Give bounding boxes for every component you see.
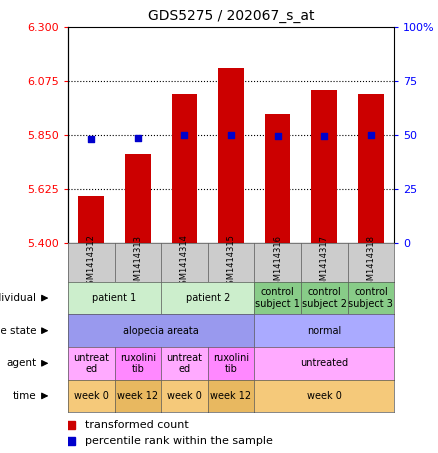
Text: alopecia areata: alopecia areata bbox=[123, 326, 199, 336]
Text: ruxolini
tib: ruxolini tib bbox=[120, 352, 156, 374]
Text: normal: normal bbox=[307, 326, 341, 336]
Text: GSM1414312: GSM1414312 bbox=[87, 235, 95, 290]
Bar bbox=[218, 68, 244, 243]
Text: patient 1: patient 1 bbox=[92, 293, 137, 303]
Point bbox=[367, 131, 374, 139]
Point bbox=[134, 134, 141, 141]
Text: individual: individual bbox=[0, 293, 36, 303]
Point bbox=[274, 133, 281, 140]
Text: week 0: week 0 bbox=[307, 391, 342, 401]
Title: GDS5275 / 202067_s_at: GDS5275 / 202067_s_at bbox=[148, 10, 314, 24]
Text: GSM1414317: GSM1414317 bbox=[320, 235, 329, 290]
Text: untreated: untreated bbox=[300, 358, 348, 368]
Text: time: time bbox=[13, 391, 36, 401]
Text: GSM1414313: GSM1414313 bbox=[133, 235, 142, 290]
Text: untreat
ed: untreat ed bbox=[73, 352, 109, 374]
Text: control
subject 1: control subject 1 bbox=[255, 287, 300, 309]
Bar bbox=[125, 154, 151, 243]
Text: patient 2: patient 2 bbox=[186, 293, 230, 303]
Text: agent: agent bbox=[6, 358, 36, 368]
Text: control
subject 2: control subject 2 bbox=[302, 287, 347, 309]
Text: GSM1414316: GSM1414316 bbox=[273, 235, 282, 290]
Text: percentile rank within the sample: percentile rank within the sample bbox=[85, 435, 273, 446]
Point bbox=[321, 132, 328, 140]
Bar bbox=[78, 197, 104, 243]
Text: untreat
ed: untreat ed bbox=[166, 352, 202, 374]
Bar bbox=[172, 94, 197, 243]
Text: week 0: week 0 bbox=[167, 391, 202, 401]
Bar bbox=[265, 114, 290, 243]
Text: disease state: disease state bbox=[0, 326, 36, 336]
Text: GSM1414314: GSM1414314 bbox=[180, 235, 189, 290]
Text: GSM1414315: GSM1414315 bbox=[226, 235, 236, 290]
Text: transformed count: transformed count bbox=[85, 419, 189, 430]
Bar bbox=[311, 90, 337, 243]
Point bbox=[88, 135, 95, 142]
Point bbox=[181, 131, 188, 138]
Text: week 0: week 0 bbox=[74, 391, 109, 401]
Text: week 12: week 12 bbox=[211, 391, 251, 401]
Point bbox=[228, 131, 235, 138]
Text: week 12: week 12 bbox=[117, 391, 159, 401]
Text: GSM1414318: GSM1414318 bbox=[367, 235, 375, 290]
Text: control
subject 3: control subject 3 bbox=[349, 287, 393, 309]
Text: ruxolini
tib: ruxolini tib bbox=[213, 352, 249, 374]
Bar bbox=[358, 94, 384, 243]
